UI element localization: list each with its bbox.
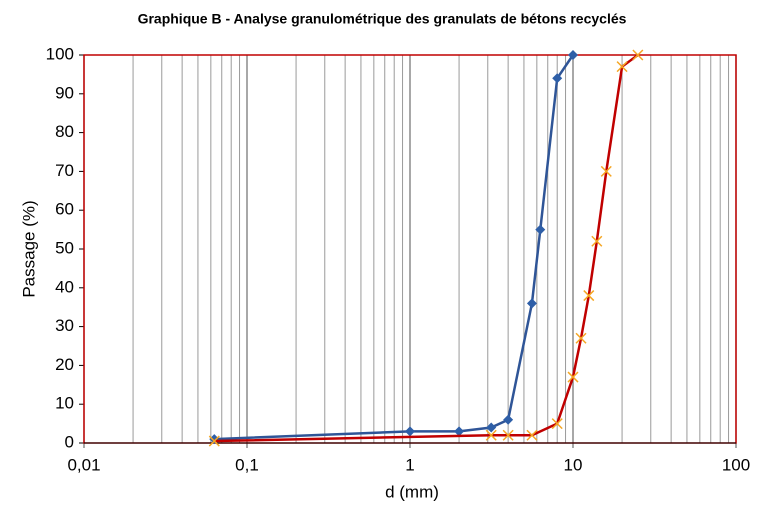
y-tick-label: 40	[55, 277, 74, 296]
point	[551, 418, 563, 430]
point	[526, 298, 537, 309]
point	[583, 290, 595, 302]
point	[454, 426, 465, 437]
point	[486, 422, 497, 433]
x-tick-label: 100	[722, 455, 750, 474]
y-tick-label: 10	[55, 394, 74, 413]
x-tick-label: 0,1	[235, 455, 259, 474]
y-tick-label: 80	[55, 122, 74, 141]
point	[502, 429, 514, 441]
y-tick-label: 20	[55, 355, 74, 374]
chart-title: Graphique B - Analyse granulométrique de…	[138, 11, 627, 27]
x-tick-label: 1	[405, 455, 414, 474]
series-line	[214, 53, 639, 443]
point	[616, 61, 628, 73]
point	[568, 50, 578, 60]
point	[535, 224, 546, 235]
point	[575, 332, 587, 344]
point	[503, 414, 514, 425]
y-tick-label: 50	[55, 238, 74, 257]
point	[600, 165, 612, 177]
x-tick-label: 10	[564, 455, 583, 474]
x-tick-label: 0,01	[67, 455, 100, 474]
point	[405, 426, 415, 437]
x-axis-label: d (mm)	[385, 482, 439, 501]
point	[552, 73, 563, 84]
point	[591, 235, 603, 247]
y-tick-label: 90	[55, 83, 74, 102]
point	[208, 435, 220, 447]
point	[567, 371, 579, 383]
y-tick-label: 60	[55, 200, 74, 219]
y-tick-label: 100	[46, 44, 74, 63]
y-tick-label: 0	[65, 432, 74, 451]
y-tick-label: 70	[55, 161, 74, 180]
y-axis-label: Passage (%)	[19, 200, 38, 297]
point	[485, 429, 497, 441]
y-tick-label: 30	[55, 316, 74, 335]
point	[526, 429, 538, 441]
point	[632, 49, 644, 61]
series-line	[214, 54, 575, 441]
